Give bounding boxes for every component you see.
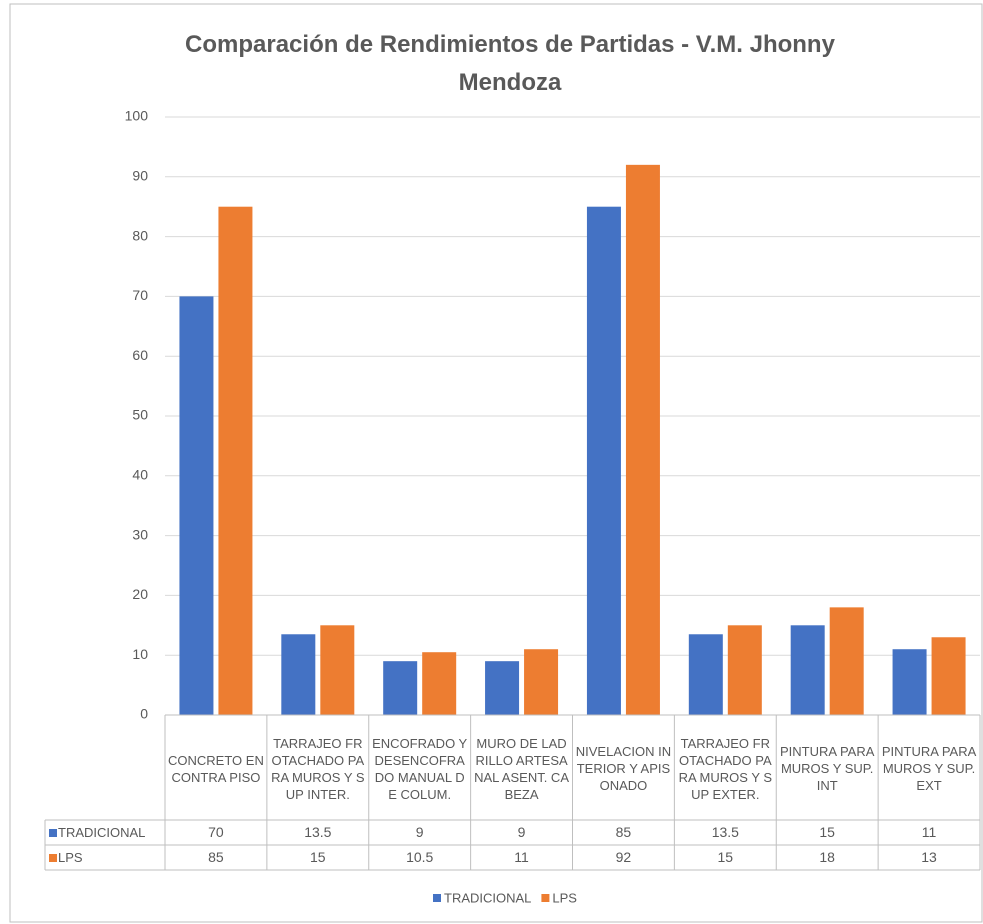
table-cell: 13.5 bbox=[711, 824, 739, 840]
table-cell: 9 bbox=[415, 824, 424, 840]
x-tick-label: PINTURA PARA MUROS Y SUP. EXT bbox=[881, 744, 977, 793]
y-tick-label: 30 bbox=[132, 526, 148, 542]
bar bbox=[320, 625, 355, 715]
table-row-label: TRADICIONAL bbox=[58, 825, 146, 840]
chart-border bbox=[9, 3, 983, 923]
table-cell: 85 bbox=[208, 849, 224, 865]
chart-title: Comparación de Rendimientos de Partidas … bbox=[185, 31, 835, 96]
table-cell: 18 bbox=[819, 849, 835, 865]
x-tick-label: NIVELACION INTERIOR Y APISONADO bbox=[575, 744, 672, 793]
bar bbox=[931, 637, 966, 715]
table-cell: 11 bbox=[921, 824, 937, 840]
bar bbox=[625, 164, 660, 716]
table-cell: 15 bbox=[310, 849, 326, 865]
table-cell: 15 bbox=[819, 824, 835, 840]
table-cell: 10.5 bbox=[406, 849, 434, 865]
bar bbox=[688, 634, 723, 715]
legend-key bbox=[541, 894, 550, 902]
bar bbox=[485, 661, 520, 715]
table-cell: 92 bbox=[615, 849, 632, 865]
table-cell: 85 bbox=[615, 824, 632, 840]
table-cell: 9 bbox=[517, 824, 526, 840]
table-cell: 13.5 bbox=[304, 824, 332, 840]
y-tick-label: 40 bbox=[132, 467, 148, 483]
x-tick-label: PINTURA PARA MUROS Y SUP. INT bbox=[779, 744, 875, 793]
y-tick-label: 0 bbox=[140, 706, 148, 722]
table-row-label: LPS bbox=[58, 850, 83, 865]
legend-label: TRADICIONAL bbox=[444, 890, 531, 905]
x-tick-label: TARRAJEO FROTACHADO PARA MUROS Y SUP INT… bbox=[271, 735, 365, 802]
table-legend-key bbox=[49, 854, 57, 862]
y-tick-label: 80 bbox=[132, 227, 148, 243]
bar bbox=[892, 649, 927, 715]
y-tick-label: 20 bbox=[132, 586, 148, 602]
bar bbox=[829, 607, 864, 715]
bar bbox=[383, 661, 418, 715]
bar bbox=[790, 625, 825, 715]
bar bbox=[179, 296, 214, 715]
x-tick-label: CONCRETO EN CONTRA PISO bbox=[168, 752, 264, 785]
table-cell: 11 bbox=[514, 849, 529, 865]
y-tick-label: 90 bbox=[132, 168, 148, 184]
table-cell: 15 bbox=[717, 849, 734, 865]
bar bbox=[524, 649, 559, 715]
bar bbox=[422, 652, 457, 715]
bar bbox=[586, 206, 621, 715]
x-tick-label: ENCOFRADO Y DESENCOFRADO MANUAL DE COLUM… bbox=[372, 735, 468, 802]
table-cell: 13 bbox=[921, 849, 937, 865]
x-tick-label: MURO DE LADRILLO ARTESANAL ASENT. CABEZA bbox=[474, 735, 569, 802]
y-tick-label: 60 bbox=[132, 347, 148, 363]
x-tick-label: TARRAJEO FROTACHADO PARA MUROS Y SUP EXT… bbox=[678, 735, 773, 802]
legend-key bbox=[433, 894, 441, 902]
bar bbox=[727, 625, 762, 715]
y-tick-label: 70 bbox=[132, 287, 148, 303]
bar bbox=[218, 206, 253, 715]
y-tick-label: 100 bbox=[125, 108, 149, 124]
bar bbox=[281, 634, 316, 715]
y-tick-label: 50 bbox=[132, 407, 148, 423]
legend-label: LPS bbox=[552, 890, 577, 905]
y-tick-label: 10 bbox=[132, 646, 148, 662]
table-legend-key bbox=[49, 829, 57, 837]
table-cell: 70 bbox=[208, 824, 224, 840]
